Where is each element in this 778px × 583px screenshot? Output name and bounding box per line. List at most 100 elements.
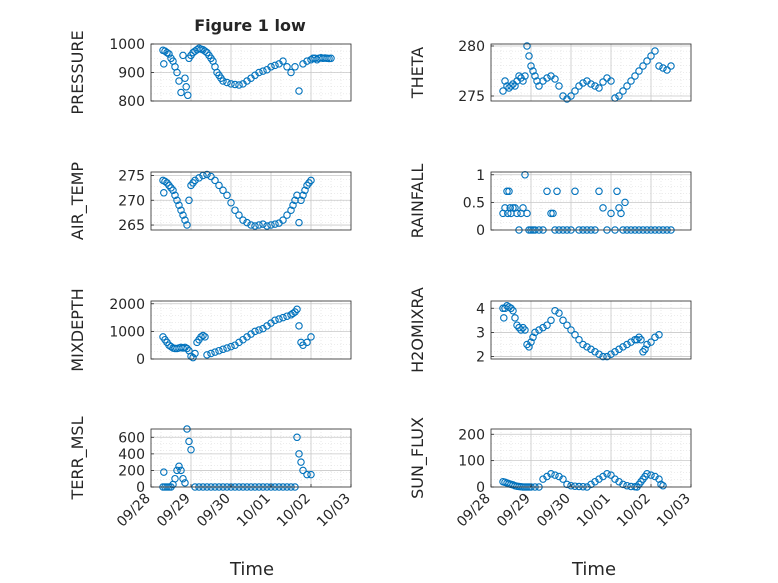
data-point (549, 209, 557, 218)
data-point (299, 191, 307, 200)
data-point (291, 63, 299, 71)
data-point (507, 304, 515, 313)
data-point (567, 326, 575, 334)
data-point (647, 338, 655, 346)
x-tick-label: 10/03 (654, 491, 694, 531)
data-point (179, 474, 187, 483)
data-point (641, 345, 649, 354)
data-point (607, 77, 615, 85)
data-point (197, 333, 205, 341)
data-point (571, 187, 579, 196)
data-point (599, 204, 607, 212)
data-point (267, 221, 275, 229)
y-tick-label: 275 (118, 168, 145, 184)
data-point (603, 470, 611, 478)
data-point (271, 61, 279, 70)
x-tick-label: 09/29 (154, 491, 194, 531)
data-point (231, 80, 239, 89)
axes-box (150, 171, 352, 231)
data-point (191, 349, 199, 358)
data-point (595, 350, 603, 358)
data-point (189, 353, 197, 362)
data-point (647, 52, 655, 60)
data-point (267, 63, 275, 71)
data-point (239, 216, 247, 224)
data-point (511, 82, 519, 90)
data-point (503, 187, 511, 196)
data-point (637, 335, 645, 344)
data-point (307, 470, 315, 479)
data-point (293, 305, 301, 314)
data-point (507, 82, 515, 90)
data-point (235, 211, 243, 219)
data-point (255, 68, 263, 77)
data-point (531, 72, 539, 80)
data-point (177, 88, 185, 97)
y-tick-label: 275 (458, 89, 485, 105)
data-point (211, 348, 219, 356)
data-point (619, 480, 627, 489)
y-tick-label: 1000 (109, 37, 145, 53)
data-point (500, 314, 508, 322)
data-point (631, 72, 639, 80)
y-tick-label: 0 (476, 223, 485, 239)
data-point (307, 333, 315, 341)
data-point (621, 198, 629, 207)
y-tick-label: 0 (136, 480, 145, 496)
data-point (287, 68, 295, 77)
data-point (519, 77, 527, 85)
y-tick-label: 600 (118, 430, 145, 446)
data-point (295, 87, 303, 95)
data-point (506, 204, 514, 212)
x-tick-label: 10/01 (574, 491, 614, 531)
data-point (297, 196, 305, 205)
data-point (651, 47, 659, 55)
data-point (551, 306, 559, 315)
x-tick-label: 09/28 (114, 491, 154, 531)
data-point (279, 216, 287, 224)
data-point (633, 335, 641, 344)
data-point (203, 351, 211, 359)
data-point (227, 198, 235, 207)
data-point (181, 479, 189, 487)
data-point (177, 206, 185, 214)
y-axis-label: AIR_TEMP (68, 162, 88, 240)
data-point (231, 206, 239, 214)
data-point (181, 216, 189, 224)
data-point (655, 331, 663, 339)
panel-sun-flux: 0 100 200 09/28 09/29 09/30 10/01 10/02 10/03 SUN… (408, 417, 694, 530)
data-point (535, 82, 543, 90)
data-point (613, 187, 621, 196)
data-point (659, 481, 667, 490)
data-point (623, 82, 631, 90)
data-point (259, 220, 267, 228)
data-point (571, 331, 579, 339)
data-point (643, 470, 651, 478)
data-point (173, 466, 181, 475)
data-point (523, 42, 531, 50)
panel-theta: 275 280 THETA (408, 39, 692, 105)
data-point (547, 470, 555, 478)
y-tick-label: 200 (118, 463, 145, 479)
data-point (283, 211, 291, 219)
data-point (271, 220, 279, 228)
data-point (293, 433, 301, 442)
data-point (191, 176, 199, 185)
data-point (527, 62, 535, 70)
data-point (543, 74, 551, 82)
data-point (623, 340, 631, 349)
data-point (579, 340, 587, 349)
data-point (523, 340, 531, 349)
data-point (559, 316, 567, 325)
y-tick-label: 200 (458, 427, 485, 443)
data-point (591, 348, 599, 356)
y-tick-label: 400 (118, 447, 145, 463)
data-point (655, 62, 663, 70)
y-axis-label: H2OMIXRA (408, 287, 427, 373)
data-point (603, 352, 611, 361)
data-point (173, 196, 181, 205)
data-point (167, 184, 175, 192)
y-axis-label: MIXDEPTH (68, 288, 87, 371)
data-point (599, 78, 607, 86)
data-point (289, 201, 297, 209)
